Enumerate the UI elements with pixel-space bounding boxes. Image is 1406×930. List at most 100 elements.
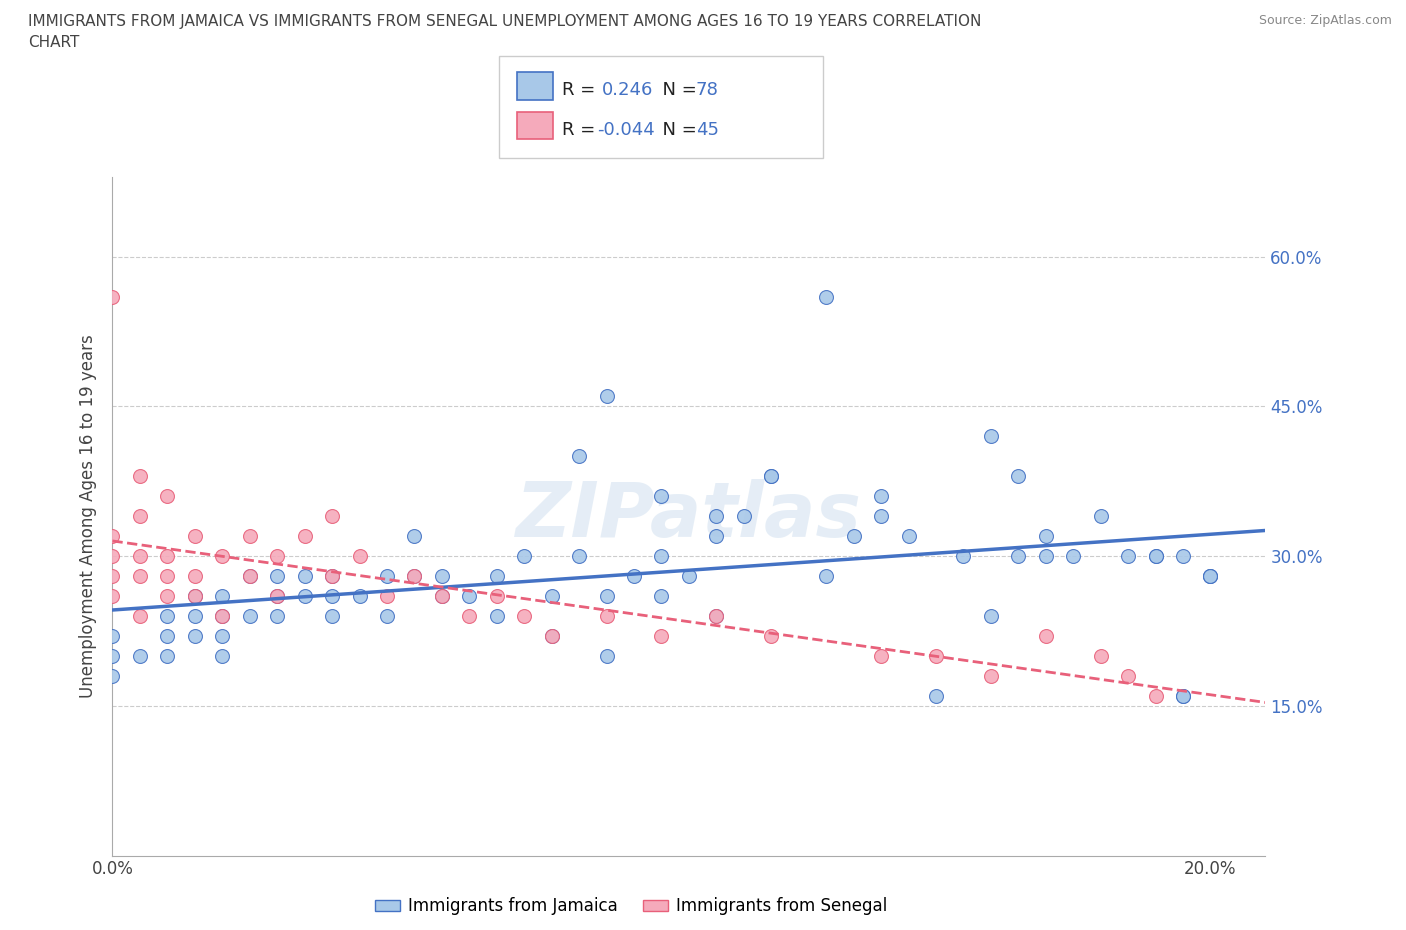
Point xyxy=(706,509,728,524)
Point xyxy=(870,509,893,524)
Point xyxy=(925,648,948,663)
Point xyxy=(540,589,562,604)
Point xyxy=(1116,549,1139,564)
Point xyxy=(184,528,207,543)
Point xyxy=(266,549,288,564)
Point xyxy=(184,629,207,644)
Point xyxy=(430,568,453,583)
Point xyxy=(430,589,453,604)
Point xyxy=(650,589,672,604)
Point xyxy=(156,608,179,623)
Point xyxy=(321,509,343,524)
Point xyxy=(211,549,233,564)
Point xyxy=(211,589,233,604)
Point xyxy=(129,648,152,663)
Point xyxy=(1144,688,1167,703)
Point xyxy=(925,688,948,703)
Point xyxy=(1199,568,1222,583)
Point xyxy=(129,549,152,564)
Point xyxy=(129,568,152,583)
Point xyxy=(375,589,398,604)
Point xyxy=(156,648,179,663)
Point xyxy=(733,509,755,524)
Point xyxy=(211,629,233,644)
Point xyxy=(1035,629,1057,644)
Point xyxy=(266,589,288,604)
Point xyxy=(101,669,124,684)
Point xyxy=(761,469,783,484)
Point xyxy=(294,568,316,583)
Point xyxy=(650,629,672,644)
Point xyxy=(129,608,152,623)
Point xyxy=(101,648,124,663)
Point xyxy=(706,528,728,543)
Point xyxy=(349,549,371,564)
Point xyxy=(184,608,207,623)
Point xyxy=(897,528,920,543)
Point xyxy=(101,589,124,604)
Text: 78: 78 xyxy=(696,81,718,99)
Point xyxy=(595,648,617,663)
Point xyxy=(129,469,152,484)
Point xyxy=(156,549,179,564)
Point xyxy=(980,669,1002,684)
Point xyxy=(650,549,672,564)
Point xyxy=(952,549,974,564)
Point xyxy=(815,568,838,583)
Point xyxy=(678,568,700,583)
Point xyxy=(266,568,288,583)
Point xyxy=(184,589,207,604)
Point xyxy=(404,528,426,543)
Legend: Immigrants from Jamaica, Immigrants from Senegal: Immigrants from Jamaica, Immigrants from… xyxy=(368,891,894,922)
Point xyxy=(156,589,179,604)
Text: 45: 45 xyxy=(696,121,718,139)
Point xyxy=(1090,509,1112,524)
Point xyxy=(1007,549,1029,564)
Text: N =: N = xyxy=(651,121,703,139)
Text: CHART: CHART xyxy=(28,35,80,50)
Text: 0.246: 0.246 xyxy=(602,81,654,99)
Point xyxy=(101,549,124,564)
Point xyxy=(239,568,262,583)
Point xyxy=(513,549,536,564)
Point xyxy=(1144,549,1167,564)
Point xyxy=(101,629,124,644)
Point xyxy=(266,608,288,623)
Point xyxy=(294,589,316,604)
Point xyxy=(513,608,536,623)
Point xyxy=(349,589,371,604)
Point xyxy=(623,568,645,583)
Point xyxy=(404,568,426,583)
Point xyxy=(321,568,343,583)
Point xyxy=(430,589,453,604)
Point xyxy=(184,589,207,604)
Point xyxy=(211,608,233,623)
Point xyxy=(595,589,617,604)
Point xyxy=(650,489,672,504)
Point xyxy=(485,568,508,583)
Point xyxy=(1035,528,1057,543)
Text: ZIPatlas: ZIPatlas xyxy=(516,479,862,553)
Point xyxy=(761,469,783,484)
Point xyxy=(980,608,1002,623)
Point xyxy=(101,568,124,583)
Point xyxy=(761,629,783,644)
Point xyxy=(1171,688,1194,703)
Point xyxy=(540,629,562,644)
Point xyxy=(129,509,152,524)
Point xyxy=(321,568,343,583)
Point xyxy=(815,289,838,304)
Point xyxy=(458,608,481,623)
Point xyxy=(294,528,316,543)
Point xyxy=(101,289,124,304)
Point xyxy=(404,568,426,583)
Point xyxy=(568,549,591,564)
Point xyxy=(842,528,865,543)
Point xyxy=(211,648,233,663)
Text: R =: R = xyxy=(562,121,602,139)
Point xyxy=(1199,568,1222,583)
Point xyxy=(375,568,398,583)
Point xyxy=(1116,669,1139,684)
Text: Source: ZipAtlas.com: Source: ZipAtlas.com xyxy=(1258,14,1392,27)
Point xyxy=(156,629,179,644)
